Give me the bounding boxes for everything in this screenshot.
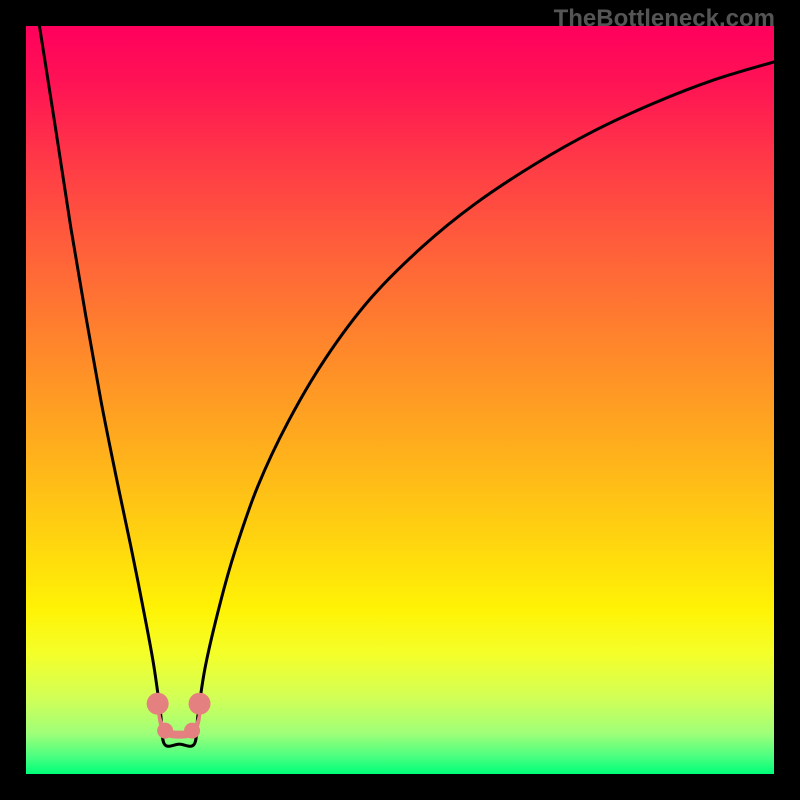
watermark-text: TheBottleneck.com: [554, 5, 775, 33]
chart-plot: [26, 26, 774, 774]
curve-marker: [189, 693, 211, 715]
chart-frame: TheBottleneck.com: [0, 0, 800, 800]
curve-marker: [147, 693, 169, 715]
curve-marker: [184, 723, 200, 739]
curve-marker: [157, 723, 173, 739]
gradient-background: [26, 26, 774, 774]
